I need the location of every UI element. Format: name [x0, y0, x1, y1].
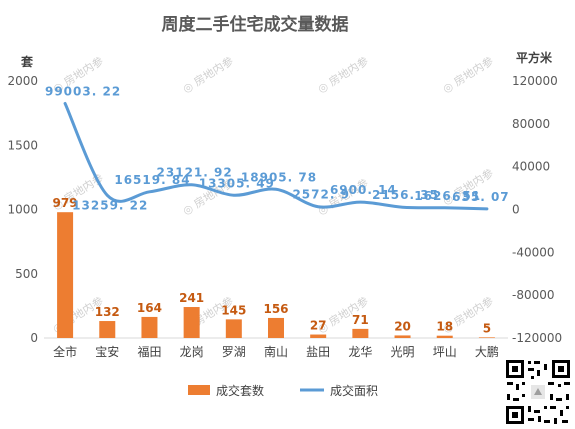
- chart-title: 周度二手住宅成交量数据: [162, 14, 349, 35]
- right-axis-unit: 平方米: [516, 50, 553, 65]
- bar-南山: [268, 317, 284, 338]
- left-tick-label: 500: [15, 267, 38, 281]
- right-tick-label: -120000: [512, 331, 562, 345]
- line-data-label: 18905. 78: [241, 170, 317, 184]
- bar-宝安: [99, 321, 116, 338]
- legend: 成交套数 成交面积: [188, 383, 378, 398]
- left-axis-unit: 套: [20, 54, 34, 69]
- right-tick-label: 0: [512, 203, 520, 217]
- bar-data-label: 145: [221, 303, 246, 317]
- line-series: [63, 101, 489, 211]
- watermark-text: ◎ 房地内参: [180, 54, 236, 96]
- category-label: 龙岗: [180, 345, 204, 359]
- bar-data-label: 241: [179, 291, 204, 305]
- bar-盐田: [310, 334, 327, 338]
- category-label: 宝安: [95, 344, 119, 359]
- legend-bar-swatch: [188, 385, 210, 395]
- area-line: [63, 101, 489, 211]
- bar-series: [57, 212, 495, 338]
- line-data-label: 2156. 35: [372, 188, 439, 202]
- category-label: 光明: [391, 345, 415, 359]
- line-data-label: 99003. 22: [45, 84, 121, 98]
- bar-大鹏: [478, 337, 495, 338]
- category-label: 福田: [137, 344, 161, 359]
- legend-bar-label: 成交套数: [216, 383, 264, 398]
- category-label: 罗湖: [222, 344, 246, 359]
- qr-code-image: [504, 358, 572, 426]
- bar-福田: [141, 316, 158, 338]
- legend-line-label: 成交面积: [330, 383, 378, 398]
- line-data-label: 1626. 51: [414, 189, 481, 203]
- bar-data-label: 18: [436, 320, 453, 334]
- category-label: 龙华: [348, 345, 372, 359]
- line-data-label: 13305. 49: [199, 176, 275, 190]
- line-data-label: 23121. 92: [157, 166, 233, 180]
- bar-全市: [57, 212, 74, 338]
- bar-data-label: 164: [137, 301, 162, 315]
- bar-data-label: 5: [483, 321, 491, 335]
- right-tick-label: 40000: [512, 160, 550, 174]
- right-tick-label: 80000: [512, 117, 550, 131]
- bar-龙岗: [183, 307, 200, 338]
- left-tick-label: 1500: [7, 138, 38, 152]
- line-data-label: 16519. 84: [114, 173, 190, 187]
- watermark-text: ◎ 房地内参: [440, 54, 496, 96]
- bar-龙华: [352, 328, 369, 338]
- right-axis-ticks: -120000 -80000 -40000 0 40000 80000 120000: [512, 74, 562, 345]
- category-label: 南山: [264, 344, 288, 359]
- bar-坪山: [436, 335, 453, 338]
- bar-data-label: 132: [95, 305, 120, 319]
- line-data-label: 2572. 9: [292, 188, 349, 202]
- bar-光明: [394, 335, 411, 338]
- bar-data-labels: 979 132 164 241 145 156 27 71 20 18 5: [53, 196, 492, 335]
- bar-data-label: 979: [53, 196, 78, 210]
- bar-data-label: 27: [310, 319, 327, 333]
- left-tick-label: 2000: [7, 74, 38, 88]
- bar-data-label: 156: [263, 302, 288, 316]
- bar-罗湖: [225, 319, 242, 338]
- watermark-text: ◎ 房地内参: [315, 54, 371, 96]
- bar-data-label: 20: [394, 319, 411, 333]
- category-label: 盐田: [306, 345, 330, 359]
- right-tick-label: -40000: [512, 245, 555, 259]
- right-tick-label: -80000: [512, 288, 555, 302]
- line-data-label: 6900. 14: [330, 183, 397, 197]
- left-tick-label: 0: [30, 331, 38, 345]
- left-axis-ticks: 0 500 1000 1500 2000: [7, 74, 38, 345]
- category-label: 坪山: [433, 345, 457, 359]
- category-label: 大鹏: [475, 345, 499, 359]
- category-label: 全市: [53, 344, 77, 359]
- right-tick-label: 120000: [512, 74, 558, 88]
- bar-data-label: 71: [352, 313, 369, 327]
- line-data-label: 13259. 22: [72, 198, 148, 212]
- line-data-label: 635. 07: [452, 190, 509, 204]
- category-labels: 全市 宝安 福田 龙岗 罗湖 南山 盐田 龙华 光明 坪山 大鹏: [53, 344, 499, 359]
- left-tick-label: 1000: [7, 203, 38, 217]
